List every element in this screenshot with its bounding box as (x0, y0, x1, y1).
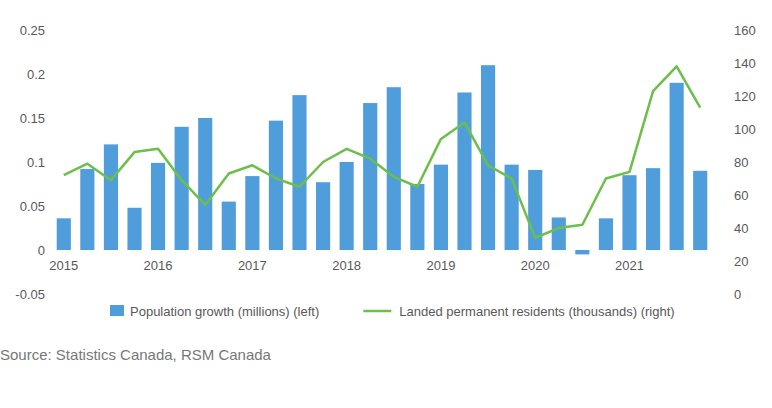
legend-label: Population growth (millions) (left) (130, 304, 319, 319)
bar (198, 118, 212, 250)
bar (410, 184, 424, 250)
bar (387, 87, 401, 250)
bar (693, 171, 707, 250)
bar (457, 92, 471, 250)
y2-tick-label: 60 (734, 188, 748, 203)
bar (646, 168, 660, 250)
bar (127, 208, 141, 250)
legend-swatch (110, 305, 124, 316)
y-tick (48, 162, 52, 163)
x-tick-label: 2016 (144, 258, 173, 273)
y-tick-label: 0.1 (27, 155, 45, 170)
plot-area (57, 65, 708, 254)
bar (245, 176, 259, 250)
bar (80, 169, 94, 250)
bar (292, 95, 306, 250)
bar (622, 175, 636, 250)
y-tick (48, 74, 52, 75)
bar (434, 165, 448, 250)
bar (151, 163, 165, 250)
y2-tick (712, 63, 716, 64)
y2-tick-label: 40 (734, 221, 748, 236)
y-tick (48, 250, 52, 251)
y-tick-label: 0.15 (20, 111, 45, 126)
y-tick (48, 294, 52, 295)
y-tick-label: 0.05 (20, 199, 45, 214)
y-tick-label: 0 (38, 243, 45, 258)
line (64, 66, 700, 238)
x-tick-label: 2018 (332, 258, 361, 273)
y2-tick-label: 0 (734, 287, 741, 302)
y-tick-label: 0.2 (27, 67, 45, 82)
y-tick-label: -0.05 (15, 287, 45, 302)
y2-tick (712, 162, 716, 163)
bar (670, 83, 684, 250)
x-tick-label: 2019 (426, 258, 455, 273)
y-tick (48, 206, 52, 207)
bar (269, 121, 283, 250)
x-tick-label: 2020 (521, 258, 550, 273)
legend-label: Landed permanent residents (thousands) (… (399, 304, 674, 319)
legend-swatch (363, 310, 391, 313)
y2-tick (712, 96, 716, 97)
y2-tick-label: 20 (734, 254, 748, 269)
bar (363, 103, 377, 250)
bar (222, 202, 236, 250)
y-tick-label: 0.25 (20, 23, 45, 38)
bar (575, 250, 589, 254)
y2-tick-label: 80 (734, 155, 748, 170)
y2-tick (712, 195, 716, 196)
y2-tick-label: 100 (734, 122, 756, 137)
x-tick-label: 2021 (615, 258, 644, 273)
bar (340, 162, 354, 250)
y2-tick-label: 120 (734, 89, 756, 104)
y2-tick-label: 140 (734, 56, 756, 71)
bar (57, 218, 71, 250)
y2-tick (712, 261, 716, 262)
y2-tick (712, 30, 716, 31)
x-tick-label: 2015 (49, 258, 78, 273)
bar (316, 182, 330, 250)
y2-tick (712, 228, 716, 229)
bar (104, 144, 118, 250)
source: Source: Statistics Canada, RSM Canada (0, 346, 272, 363)
bar (552, 217, 566, 250)
chart: -0.05 0 0.05 0.1 0.15 0.2 0.25 0 20 40 60 80 100 120 1… (0, 0, 772, 408)
y-tick (48, 118, 52, 119)
y-tick (48, 30, 52, 31)
y2-tick (712, 129, 716, 130)
y2-tick (712, 294, 716, 295)
y2-tick-label: 160 (734, 23, 756, 38)
bar (175, 127, 189, 250)
bar (599, 218, 613, 250)
x-tick-label: 2017 (238, 258, 267, 273)
